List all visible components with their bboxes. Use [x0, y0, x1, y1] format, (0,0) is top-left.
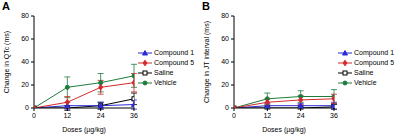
- svg-text:20: 20: [21, 81, 29, 88]
- svg-text:20: 20: [221, 81, 229, 88]
- html-text:Compound 1: Compound 1: [154, 49, 195, 56]
- svg-text:0: 0: [232, 112, 236, 119]
- svg-text:80: 80: [221, 12, 229, 19]
- html-text:Compound 1: Compound 1: [354, 49, 395, 56]
- svg-text:12: 12: [263, 112, 271, 119]
- svg-text:60: 60: [21, 35, 29, 42]
- html-text:A: A: [2, 0, 10, 12]
- html-text:Vehicle: Vehicle: [154, 79, 177, 86]
- svg-text:24: 24: [97, 112, 105, 119]
- svg-text:60: 60: [221, 35, 229, 42]
- svg-text:Doses (µg/kg): Doses (µg/kg): [62, 126, 106, 134]
- html-text:B: B: [202, 0, 210, 12]
- html-text:Compound 5: Compound 5: [154, 59, 195, 66]
- svg-text:12: 12: [63, 112, 71, 119]
- svg-text:80: 80: [21, 12, 29, 19]
- svg-text:40: 40: [21, 58, 29, 65]
- svg-text:Doses (µg/kg): Doses (µg/kg): [262, 126, 306, 134]
- svg-text:40: 40: [221, 58, 229, 65]
- svg-text:0: 0: [32, 112, 36, 119]
- html-text:Change in JT interval (ms): Change in JT interval (ms): [203, 21, 210, 103]
- svg-text:36: 36: [130, 112, 138, 119]
- html-text:Saline: Saline: [154, 69, 174, 76]
- html-text:Saline: Saline: [354, 69, 374, 76]
- html-text:Compound 5: Compound 5: [354, 59, 395, 66]
- html-text:Vehicle: Vehicle: [354, 79, 377, 86]
- svg-text:36: 36: [330, 112, 338, 119]
- svg-text:24: 24: [297, 112, 305, 119]
- svg-text:0: 0: [225, 104, 229, 111]
- html-text:Change in QTc (ms): Change in QTc (ms): [3, 30, 10, 94]
- svg-text:0: 0: [25, 104, 29, 111]
